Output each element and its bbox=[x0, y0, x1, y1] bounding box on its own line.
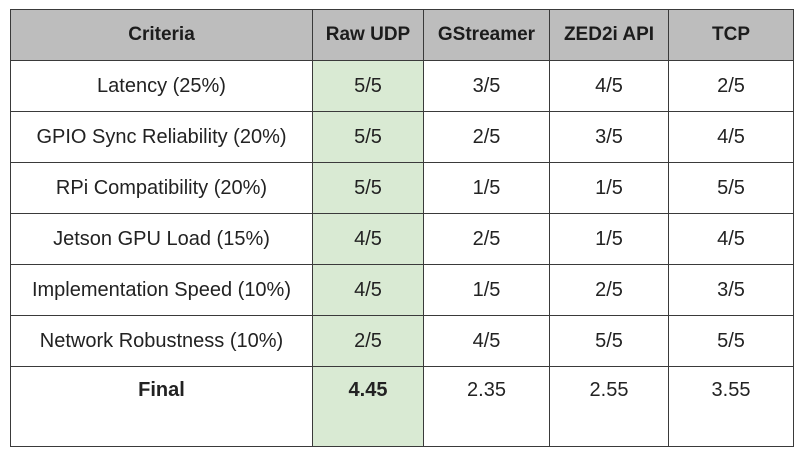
final-score-tcp: 3.55 bbox=[668, 366, 794, 447]
score-cell: 1/5 bbox=[549, 213, 669, 265]
table-row: Implementation Speed (10%) 4/5 1/5 2/5 3… bbox=[10, 264, 794, 316]
score-cell: 4/5 bbox=[423, 315, 550, 367]
score-cell: 5/5 bbox=[549, 315, 669, 367]
score-cell: 1/5 bbox=[423, 264, 550, 316]
final-label: Final bbox=[10, 366, 313, 447]
score-cell: 3/5 bbox=[668, 264, 794, 316]
final-row: Final 4.45 2.35 2.55 3.55 bbox=[10, 366, 794, 447]
criteria-cell: Latency (25%) bbox=[10, 60, 313, 112]
score-cell: 4/5 bbox=[668, 111, 794, 163]
score-cell: 4/5 bbox=[668, 213, 794, 265]
header-raw-udp: Raw UDP bbox=[312, 9, 424, 61]
score-cell: 2/5 bbox=[423, 111, 550, 163]
score-cell: 4/5 bbox=[312, 264, 424, 316]
header-tcp: TCP bbox=[668, 9, 794, 61]
score-cell: 4/5 bbox=[312, 213, 424, 265]
criteria-cell: Network Robustness (10%) bbox=[10, 315, 313, 367]
criteria-cell: RPi Compatibility (20%) bbox=[10, 162, 313, 214]
score-cell: 5/5 bbox=[668, 162, 794, 214]
table-row: GPIO Sync Reliability (20%) 5/5 2/5 3/5 … bbox=[10, 111, 794, 163]
header-zed2i-api: ZED2i API bbox=[549, 9, 669, 61]
score-cell: 5/5 bbox=[668, 315, 794, 367]
score-cell: 5/5 bbox=[312, 111, 424, 163]
table-row: Jetson GPU Load (15%) 4/5 2/5 1/5 4/5 bbox=[10, 213, 794, 265]
score-cell: 5/5 bbox=[312, 162, 424, 214]
score-cell: 3/5 bbox=[423, 60, 550, 112]
score-cell: 4/5 bbox=[549, 60, 669, 112]
criteria-cell: Jetson GPU Load (15%) bbox=[10, 213, 313, 265]
comparison-table: Criteria Raw UDP GStreamer ZED2i API TCP… bbox=[10, 9, 794, 447]
score-cell: 5/5 bbox=[312, 60, 424, 112]
header-criteria: Criteria bbox=[10, 9, 313, 61]
score-cell: 2/5 bbox=[312, 315, 424, 367]
table-row: Network Robustness (10%) 2/5 4/5 5/5 5/5 bbox=[10, 315, 794, 367]
table-row: RPi Compatibility (20%) 5/5 1/5 1/5 5/5 bbox=[10, 162, 794, 214]
header-gstreamer: GStreamer bbox=[423, 9, 550, 61]
score-cell: 2/5 bbox=[423, 213, 550, 265]
score-cell: 3/5 bbox=[549, 111, 669, 163]
final-score-raw-udp: 4.45 bbox=[312, 366, 424, 447]
score-cell: 2/5 bbox=[549, 264, 669, 316]
score-cell: 2/5 bbox=[668, 60, 794, 112]
score-cell: 1/5 bbox=[423, 162, 550, 214]
score-cell: 1/5 bbox=[549, 162, 669, 214]
criteria-cell: Implementation Speed (10%) bbox=[10, 264, 313, 316]
criteria-cell: GPIO Sync Reliability (20%) bbox=[10, 111, 313, 163]
table-row: Latency (25%) 5/5 3/5 4/5 2/5 bbox=[10, 60, 794, 112]
final-score-zed2i-api: 2.55 bbox=[549, 366, 669, 447]
header-row: Criteria Raw UDP GStreamer ZED2i API TCP bbox=[10, 9, 794, 61]
final-score-gstreamer: 2.35 bbox=[423, 366, 550, 447]
